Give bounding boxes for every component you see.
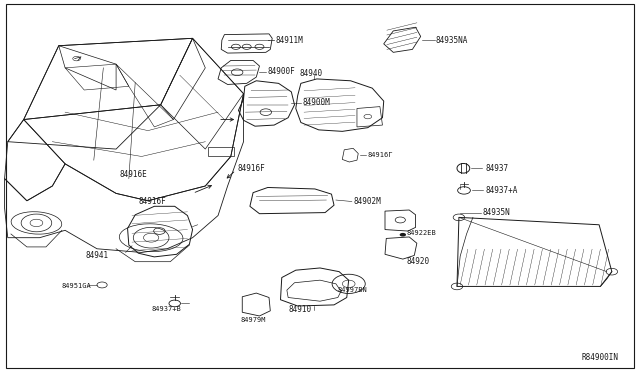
Text: 84920: 84920: [406, 257, 429, 266]
Text: 84940: 84940: [300, 69, 323, 78]
Text: 84922EB: 84922EB: [406, 230, 436, 236]
Text: 84951GA: 84951GA: [61, 283, 91, 289]
Text: 84935N: 84935N: [483, 208, 510, 217]
Text: 84911M: 84911M: [275, 36, 303, 45]
Bar: [209, 147, 234, 157]
Text: 84900F: 84900F: [267, 67, 295, 76]
Text: 84941: 84941: [86, 251, 109, 260]
Text: 84910: 84910: [288, 305, 311, 314]
Text: 84902M: 84902M: [353, 197, 381, 206]
Text: 84935NA: 84935NA: [436, 36, 468, 45]
Text: 84916F: 84916F: [138, 197, 166, 206]
Text: 84997BN: 84997BN: [338, 287, 367, 293]
Text: 84937+B: 84937+B: [151, 305, 181, 312]
Text: 84979M: 84979M: [241, 317, 266, 323]
Text: 84916F: 84916F: [237, 164, 265, 173]
Text: 84916E: 84916E: [119, 170, 147, 179]
Circle shape: [399, 233, 406, 237]
Text: 84900M: 84900M: [302, 99, 330, 108]
Text: 84937+A: 84937+A: [486, 186, 518, 195]
Text: 84937: 84937: [486, 164, 509, 173]
Text: R84900IN: R84900IN: [581, 353, 618, 362]
Text: 84916Γ: 84916Γ: [367, 153, 393, 158]
